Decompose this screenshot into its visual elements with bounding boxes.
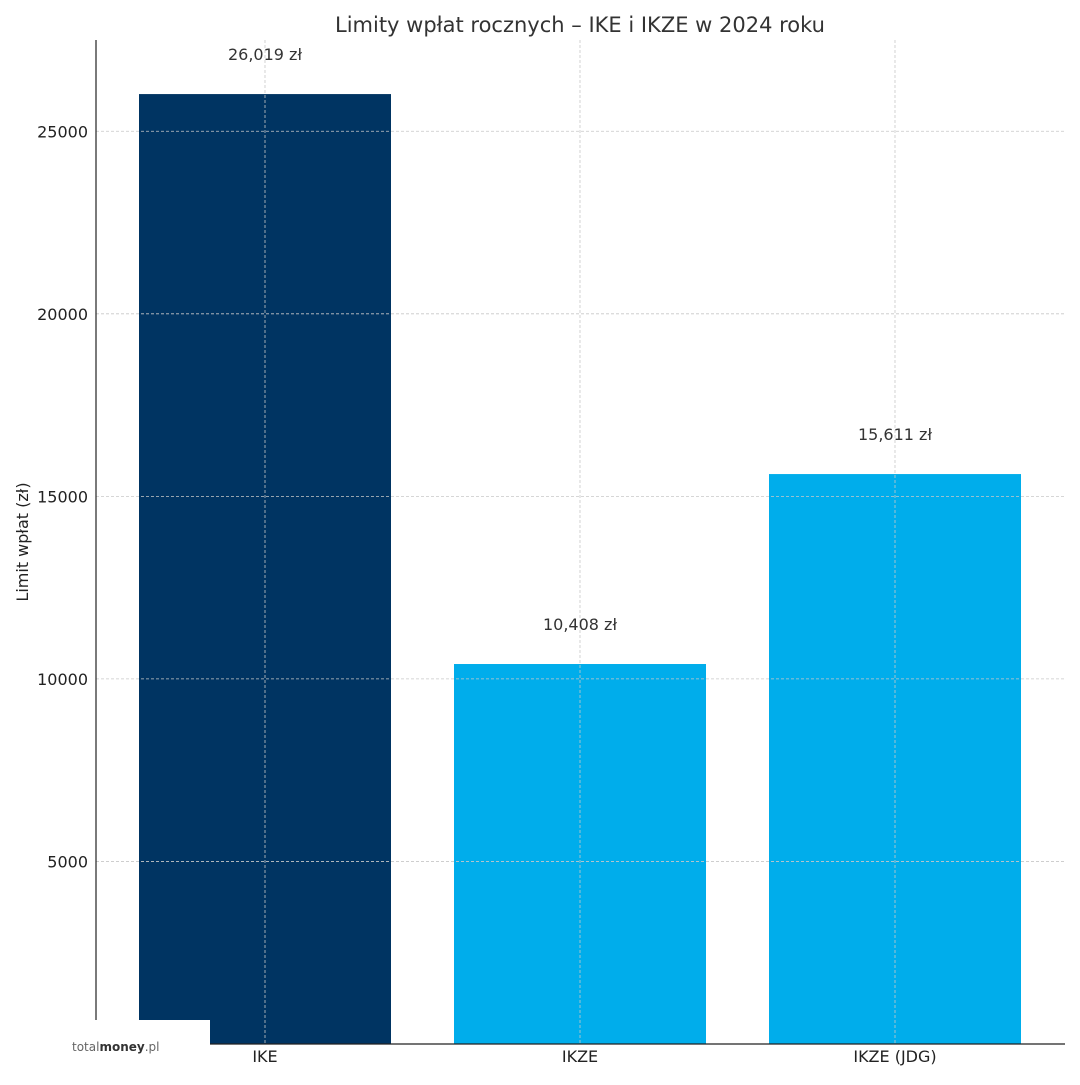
- x-tick-label: IKZE: [562, 1047, 598, 1066]
- tick-labels: 5000 10000 15000 20000 25000 IKE IKZE IKZE (JDG…: [37, 122, 937, 1066]
- data-label: 26,019 zł: [228, 45, 302, 64]
- x-tick-label: IKZE (JDG): [853, 1047, 936, 1066]
- watermark: totalmoney.pl: [60, 1020, 210, 1060]
- watermark-backdrop: [60, 1020, 210, 1060]
- axes: [95, 40, 1065, 1045]
- watermark-light: total: [72, 1040, 99, 1054]
- y-tick-label: 15000: [37, 487, 88, 506]
- y-tick-label: 20000: [37, 305, 88, 324]
- bar-ikze-jdg: [769, 474, 1021, 1044]
- grid-lines: [96, 40, 1065, 1044]
- x-tick-label: IKE: [252, 1047, 277, 1066]
- watermark-logo: totalmoney.pl: [72, 1040, 159, 1054]
- y-axis-label: Limit wpłat (zł): [13, 482, 32, 601]
- data-label: 15,611 zł: [858, 425, 932, 444]
- y-tick-label: 5000: [47, 852, 88, 871]
- watermark-bold: money: [99, 1040, 144, 1054]
- y-tick-label: 25000: [37, 122, 88, 141]
- chart-title: Limity wpłat rocznych – IKE i IKZE w 202…: [335, 13, 825, 37]
- data-labels: 26,019 zł 10,408 zł 15,611 zł: [228, 45, 932, 634]
- y-tick-label: 10000: [37, 670, 88, 689]
- data-label: 10,408 zł: [543, 615, 617, 634]
- watermark-suffix: .pl: [145, 1040, 160, 1054]
